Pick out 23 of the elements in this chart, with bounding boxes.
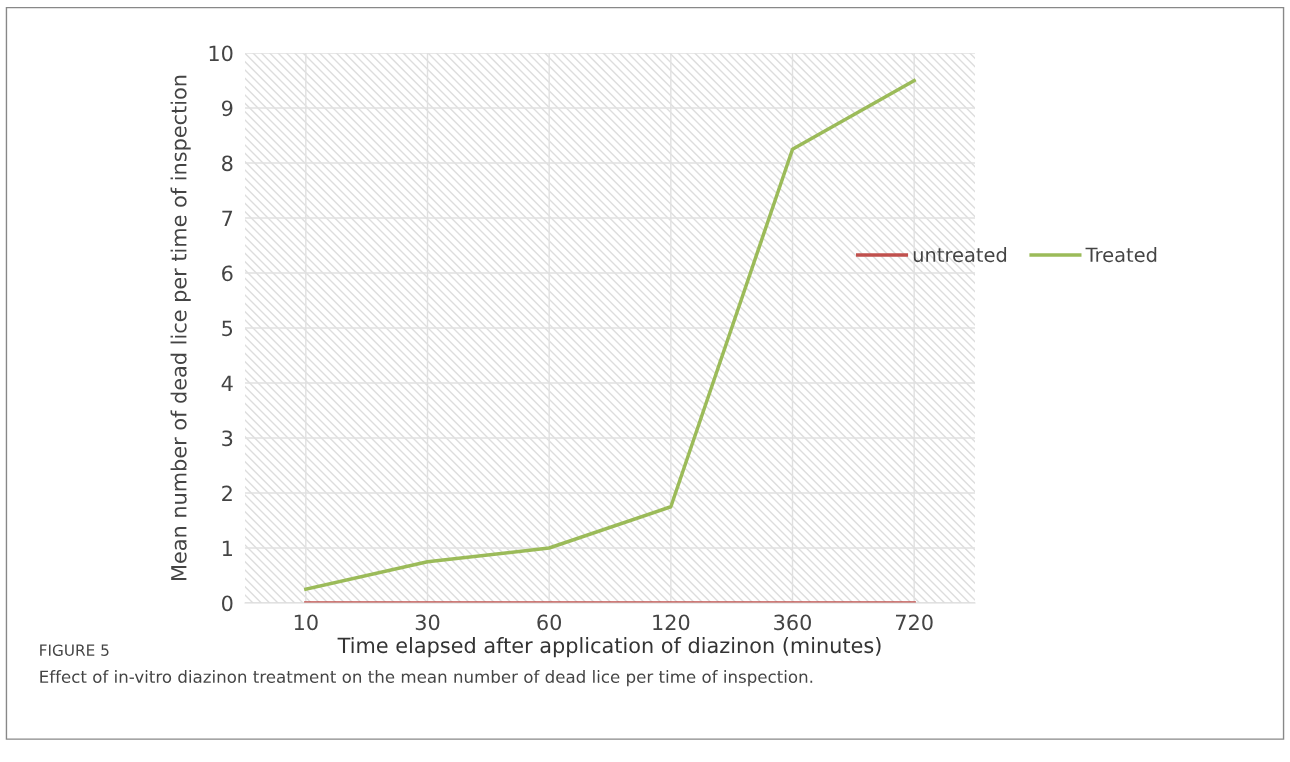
caption: FIGURE 5	[40, 644, 109, 656]
x-axis-title: Time elapsed after application of diazinon (minutes)	[337, 637, 881, 658]
legend-label: Treated	[1085, 247, 1157, 263]
y-tick-label: 3	[222, 430, 233, 447]
x-tick-label: 60	[537, 614, 562, 631]
y-axis-title: Mean number of dead lice per time of inspection	[170, 75, 191, 580]
y-tick-label: 9	[221, 100, 233, 117]
y-tick-label: 10	[209, 45, 233, 62]
y-tick-label: 0	[222, 595, 233, 612]
y-tick-label: 8	[222, 155, 233, 172]
x-tick-label: 30	[415, 614, 440, 631]
y-tick-label: 1	[222, 540, 232, 556]
y-tick-label: 2	[222, 485, 232, 501]
x-tick-label: 720	[895, 614, 933, 631]
y-tick-label: 5	[222, 320, 233, 337]
y-tick-label: 7	[222, 210, 233, 226]
legend-label: untreated	[913, 247, 1007, 263]
text: Effect of in-vitro diazinon treatment on the mean number of dead lice per time of inspection.	[40, 670, 813, 687]
x-tick-label: 120	[653, 614, 690, 631]
x-tick-label: 360	[774, 614, 811, 631]
y-tick-label: 6	[222, 265, 233, 282]
x-tick-label: 10	[294, 614, 318, 631]
y-tick-label: 4	[221, 375, 233, 391]
